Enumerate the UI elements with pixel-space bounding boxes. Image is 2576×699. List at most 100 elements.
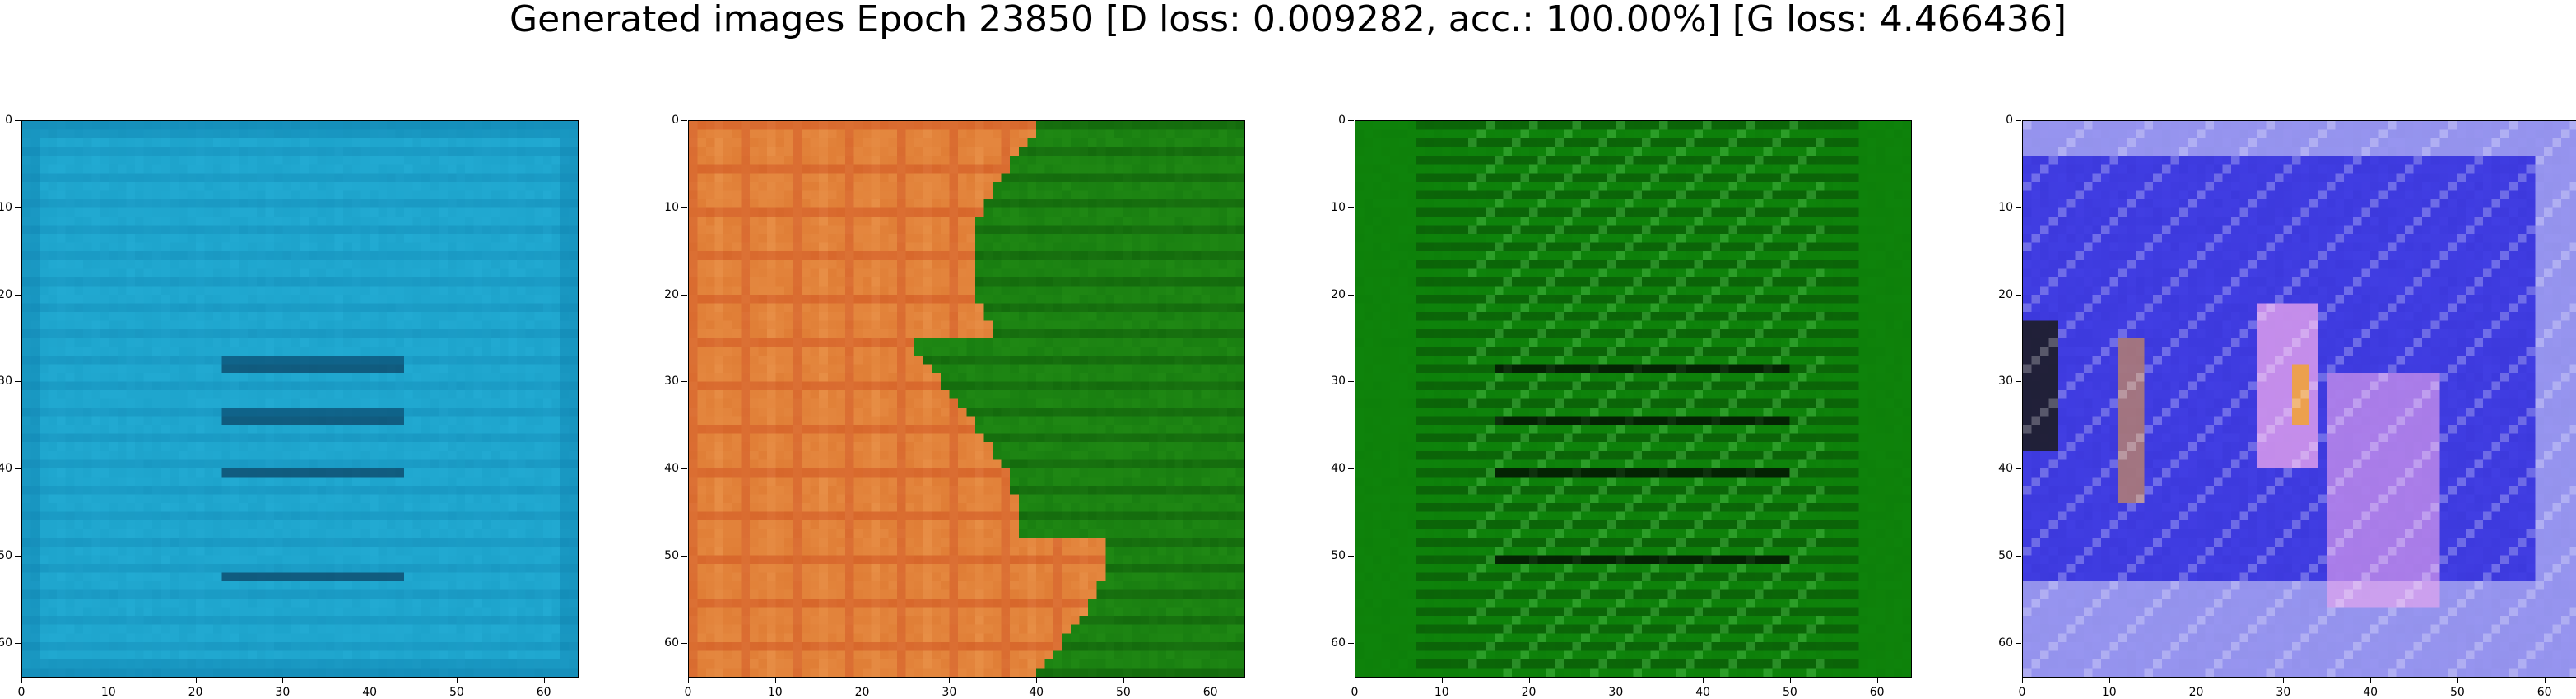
y-tick-label: 60 bbox=[1998, 636, 2013, 650]
y-tick-mark bbox=[1348, 468, 1354, 470]
y-tick-mark bbox=[2016, 381, 2021, 383]
y-tick-mark bbox=[681, 120, 687, 121]
x-tick-mark bbox=[2457, 678, 2458, 683]
pixel-grid bbox=[1355, 121, 1911, 677]
generated-image-1 bbox=[21, 120, 579, 678]
x-tick-mark bbox=[1789, 678, 1791, 683]
image-panel: 0 10 20 30 40 50 60 0 10 20 30 40 50 60 bbox=[664, 114, 1245, 698]
y-tick-label: 50 bbox=[664, 548, 679, 562]
pixel-grid bbox=[689, 121, 1244, 677]
y-tick-mark bbox=[2016, 207, 2021, 208]
y-tick-label: 50 bbox=[1998, 548, 2013, 562]
x-tick-label: 60 bbox=[2536, 686, 2552, 699]
x-tick-label: 50 bbox=[449, 686, 464, 699]
x-tick-label: 40 bbox=[2363, 686, 2378, 699]
x-tick-label: 0 bbox=[684, 686, 692, 699]
y-tick-label: 30 bbox=[664, 375, 679, 389]
y-tick-mark bbox=[1348, 120, 1354, 121]
x-tick-label: 20 bbox=[188, 686, 203, 699]
x-tick-label: 0 bbox=[17, 686, 26, 699]
x-tick-label: 60 bbox=[1202, 686, 1218, 699]
x-tick-mark bbox=[1876, 678, 1878, 683]
y-tick-mark bbox=[681, 642, 687, 644]
x-tick-mark bbox=[456, 678, 458, 683]
y-tick-label: 30 bbox=[1331, 375, 1346, 389]
figure-title: Generated images Epoch 23850 [D loss: 0.… bbox=[509, 0, 2067, 40]
x-tick-label: 30 bbox=[2276, 686, 2291, 699]
x-tick-label: 50 bbox=[2449, 686, 2465, 699]
y-tick-label: 30 bbox=[1998, 375, 2013, 389]
x-tick-label: 30 bbox=[1608, 686, 1624, 699]
image-panel: 0 10 20 30 40 50 60 0 10 20 30 40 50 60 bbox=[1998, 114, 2576, 698]
x-tick-label: 20 bbox=[1521, 686, 1537, 699]
y-tick-label: 50 bbox=[1331, 548, 1346, 562]
y-tick-mark bbox=[681, 294, 687, 296]
y-tick-mark bbox=[681, 468, 687, 470]
generated-image-2 bbox=[688, 120, 1245, 678]
y-tick-mark bbox=[2016, 642, 2021, 644]
y-tick-mark bbox=[15, 120, 21, 121]
x-tick-label: 10 bbox=[1434, 686, 1449, 699]
y-tick-mark bbox=[2016, 555, 2021, 557]
y-tick-mark bbox=[2016, 468, 2021, 470]
x-tick-label: 0 bbox=[2018, 686, 2026, 699]
x-tick-mark bbox=[21, 678, 22, 683]
y-tick-mark bbox=[681, 555, 687, 557]
y-tick-label: 30 bbox=[0, 375, 12, 389]
x-tick-mark bbox=[2022, 678, 2023, 683]
y-tick-mark bbox=[15, 468, 21, 470]
y-tick-label: 0 bbox=[2006, 114, 2013, 127]
y-tick-label: 10 bbox=[1331, 200, 1346, 214]
x-tick-mark bbox=[774, 678, 776, 683]
y-tick-mark bbox=[15, 642, 21, 644]
y-tick-label: 0 bbox=[672, 114, 679, 127]
x-tick-mark bbox=[1703, 678, 1704, 683]
x-tick-label: 40 bbox=[1695, 686, 1711, 699]
x-tick-mark bbox=[2109, 678, 2110, 683]
pixel-grid bbox=[2023, 121, 2576, 677]
y-tick-mark bbox=[2016, 294, 2021, 296]
x-tick-label: 60 bbox=[536, 686, 551, 699]
y-tick-mark bbox=[15, 555, 21, 557]
x-tick-mark bbox=[2370, 678, 2372, 683]
y-tick-label: 60 bbox=[1331, 636, 1346, 650]
y-tick-label: 20 bbox=[1331, 287, 1346, 301]
y-tick-mark bbox=[2016, 120, 2021, 121]
y-tick-mark bbox=[681, 381, 687, 383]
generated-image-3 bbox=[1355, 120, 1912, 678]
y-tick-label: 10 bbox=[0, 200, 12, 214]
x-tick-label: 30 bbox=[275, 686, 291, 699]
x-tick-label: 60 bbox=[1869, 686, 1885, 699]
image-panel: 0 10 20 30 40 50 60 0 10 20 30 40 50 60 bbox=[1331, 114, 1912, 698]
x-tick-label: 40 bbox=[362, 686, 378, 699]
x-tick-mark bbox=[282, 678, 284, 683]
y-tick-mark bbox=[1348, 381, 1354, 383]
y-tick-mark bbox=[1348, 555, 1354, 557]
x-tick-label: 0 bbox=[1351, 686, 1359, 699]
y-tick-label: 40 bbox=[1331, 462, 1346, 476]
x-tick-mark bbox=[195, 678, 197, 683]
x-tick-label: 20 bbox=[2188, 686, 2204, 699]
y-tick-mark bbox=[1348, 207, 1354, 208]
x-tick-mark bbox=[2544, 678, 2546, 683]
x-tick-mark bbox=[2283, 678, 2285, 683]
x-tick-label: 10 bbox=[2101, 686, 2117, 699]
y-tick-label: 20 bbox=[1998, 287, 2013, 301]
pixel-grid bbox=[22, 121, 578, 677]
y-tick-label: 0 bbox=[1338, 114, 1346, 127]
x-tick-label: 30 bbox=[942, 686, 957, 699]
x-tick-mark bbox=[949, 678, 951, 683]
x-tick-label: 40 bbox=[1029, 686, 1044, 699]
y-tick-label: 40 bbox=[1998, 462, 2013, 476]
image-panel: 0 10 20 30 40 50 60 0 10 20 30 40 50 60 bbox=[0, 114, 579, 698]
y-tick-label: 10 bbox=[664, 200, 679, 214]
y-tick-label: 60 bbox=[664, 636, 679, 650]
x-tick-mark bbox=[1528, 678, 1530, 683]
y-tick-label: 40 bbox=[664, 462, 679, 476]
y-tick-mark bbox=[681, 207, 687, 208]
y-tick-label: 10 bbox=[1998, 200, 2013, 214]
y-tick-mark bbox=[15, 207, 21, 208]
x-tick-mark bbox=[1441, 678, 1443, 683]
x-tick-label: 50 bbox=[1115, 686, 1131, 699]
x-tick-mark bbox=[1036, 678, 1038, 683]
